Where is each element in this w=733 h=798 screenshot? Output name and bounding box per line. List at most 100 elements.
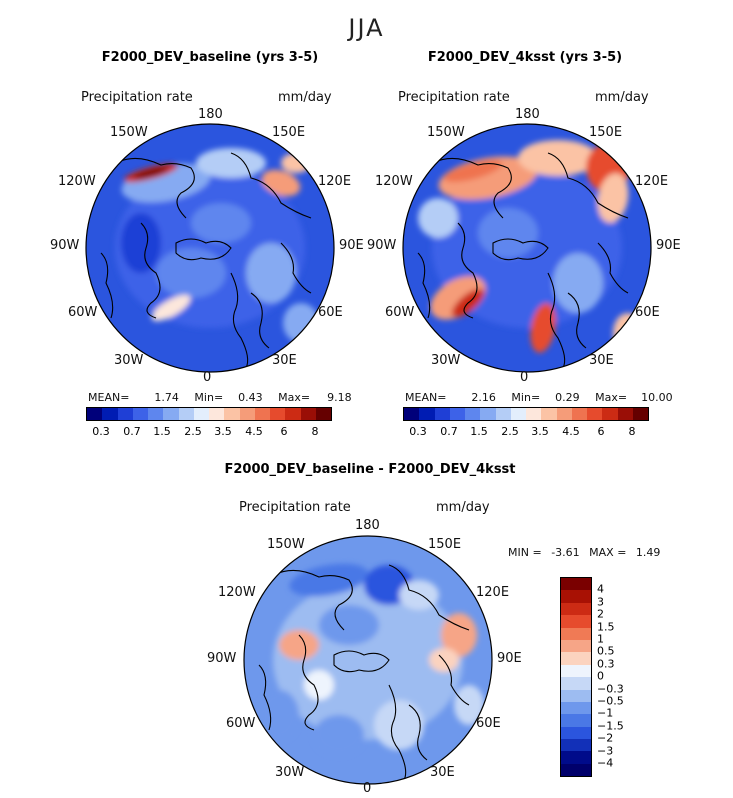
panel-2-polar-map (402, 123, 652, 373)
panel-1-title: F2000_DEV_baseline (yrs 3-5) (101, 50, 319, 65)
coastline (408, 704, 428, 761)
coastline (273, 569, 353, 631)
mean-label: MEAN= (405, 391, 447, 404)
coastline (567, 292, 587, 349)
precip-field-patch (374, 700, 424, 750)
panel-1-colorbar (86, 407, 332, 421)
colorbar-tick-label: 1.5 (470, 425, 488, 438)
panel-2-lon-label: 150E (589, 125, 623, 140)
coastline (230, 152, 312, 219)
colorbar-swatch (587, 408, 603, 420)
precip-field-patch (289, 563, 369, 597)
panel-2-lon-label: 120E (635, 174, 669, 189)
colorbar-tick-label: 6 (280, 425, 288, 438)
panel-3-stats: MIN = -3.61 MAX = 1.49 (508, 546, 660, 559)
precip-field-patch (314, 715, 364, 755)
colorbar-tick-label: −2 (597, 731, 614, 745)
precip-field-patch (246, 243, 296, 303)
colorbar-swatch (561, 751, 591, 764)
panel-2-units: mm/day (595, 90, 649, 105)
colorbar-swatch (178, 408, 194, 420)
colorbar-swatch (561, 639, 591, 653)
panel-2-lon-label: 90W (367, 238, 397, 253)
coastline (547, 272, 566, 369)
colorbar-swatch (434, 408, 450, 420)
colorbar-swatch (404, 408, 420, 420)
colorbar-swatch (561, 689, 591, 702)
precip-field-patch (259, 690, 299, 740)
panel-1-lon-label: 150E (272, 125, 306, 140)
colorbar-tick-label: 4.5 (245, 425, 263, 438)
panel-1-lon-label: 120E (318, 174, 352, 189)
colorbar-tick-label: 2.5 (184, 425, 202, 438)
panel-2-lon-label: 60W (385, 305, 415, 320)
colorbar-tick-label: 0.5 (597, 644, 615, 658)
colorbar-swatch (449, 408, 465, 420)
panel-1-lon-label: 90W (50, 238, 80, 253)
coastline (333, 650, 390, 673)
max-label: Max= (278, 391, 311, 404)
panel-3-lon-label: 30E (430, 765, 455, 780)
colorbar-swatch (617, 408, 633, 420)
colorbar-swatch (480, 408, 496, 420)
precip-field-patch (121, 213, 161, 273)
panel-3-lon-label: 180 (355, 518, 380, 533)
max-value: 10.00 (641, 391, 673, 404)
colorbar-swatch (87, 408, 103, 420)
colorbar-swatch (117, 408, 133, 420)
colorbar-swatch (561, 763, 591, 777)
colorbar-tick-label: −3 (597, 744, 614, 758)
colorbar-tick-label: −4 (597, 756, 614, 770)
colorbar-swatch (224, 408, 240, 420)
coastline (230, 272, 249, 369)
colorbar-swatch (270, 408, 286, 420)
colorbar-swatch (561, 578, 591, 591)
colorbar-swatch (285, 408, 301, 420)
panel-2-lon-label: 60E (635, 305, 660, 320)
precip-field-patch (196, 148, 266, 178)
max-value: 1.49 (635, 546, 661, 559)
panel-2-colorbar (403, 407, 649, 421)
colorbar-tick-label: 0.7 (123, 425, 141, 438)
colorbar-swatch (561, 615, 591, 628)
colorbar-tick-label: 3.5 (214, 425, 232, 438)
panel-3-colorbar-ticks: 4 3 2 1.5 1 0.5 0.3 0 −0.3 −0.5 −1 −1.5 … (597, 577, 637, 777)
panel-1-units: mm/day (278, 90, 332, 105)
coastline (457, 222, 478, 319)
coastline (140, 222, 161, 319)
precip-field-patch (156, 248, 226, 298)
max-label: Max= (595, 391, 628, 404)
panel-1-lon-label: 120W (58, 174, 96, 189)
colorbar-tick-label: −1 (597, 706, 614, 720)
colorbar-swatch (561, 602, 591, 616)
colorbar-swatch (495, 408, 511, 420)
panel-3-lon-label: 150W (267, 537, 305, 552)
precip-field-patch (191, 203, 251, 243)
colorbar-tick-label: 0 (597, 669, 604, 683)
coastline (388, 564, 470, 631)
colorbar-tick-label: −0.3 (597, 682, 624, 696)
coastline (100, 252, 114, 319)
panel-1-polar-map (85, 123, 335, 373)
panel-2-variable: Precipitation rate (398, 90, 510, 105)
panel-3-lon-label: 60E (476, 716, 501, 731)
min-label: Min= (511, 391, 541, 404)
precip-field-patch (151, 295, 191, 321)
precip-field-patch (441, 613, 477, 657)
colorbar-swatch (239, 408, 255, 420)
mean-value: 1.74 (154, 391, 179, 404)
colorbar-swatch (254, 408, 270, 420)
colorbar-swatch (465, 408, 481, 420)
panel-2-lon-label: 120W (375, 174, 413, 189)
coastline (115, 157, 195, 219)
precip-field-patch (304, 670, 334, 700)
colorbar-tick-label: 1.5 (153, 425, 171, 438)
map-boundary (85, 123, 335, 373)
panel-3-lon-label: 90W (207, 651, 237, 666)
colorbar-swatch (561, 677, 591, 690)
panel-3-units: mm/day (436, 500, 490, 515)
colorbar-swatch (602, 408, 618, 420)
panel-1-colorbar-ticks: 0.3 0.7 1.5 2.5 3.5 4.5 6 8 (86, 425, 330, 441)
map-boundary (243, 535, 493, 785)
panel-3-lon-label: 150E (428, 537, 462, 552)
